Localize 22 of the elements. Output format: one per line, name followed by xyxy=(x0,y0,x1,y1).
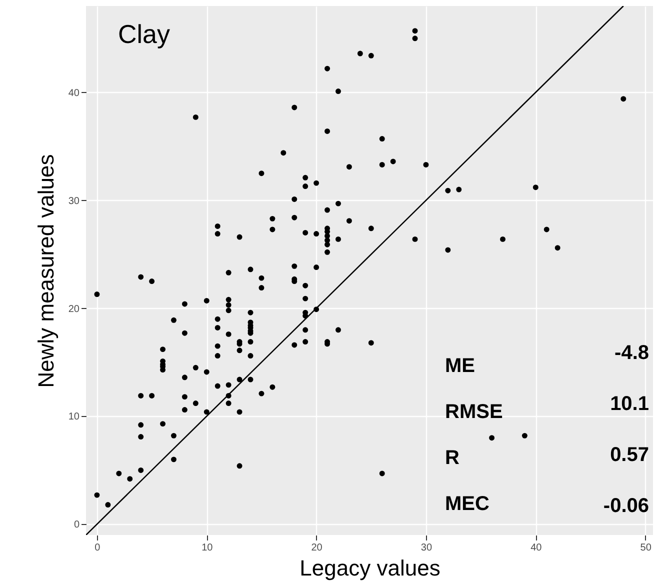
x-tick-label: 10 xyxy=(202,542,214,554)
y-tick-label: 20 xyxy=(68,304,80,315)
annotation: R xyxy=(445,447,460,469)
x-axis-title: Legacy values xyxy=(300,556,440,580)
x-tick-label: 40 xyxy=(530,542,542,554)
annotation: -4.8 xyxy=(614,342,649,364)
x-tick-label: 0 xyxy=(94,542,101,554)
annotation: MEC xyxy=(445,493,490,515)
x-tick-label: 20 xyxy=(311,542,323,554)
x-tick-label: 50 xyxy=(640,542,652,554)
text: Clay xyxy=(118,19,170,49)
annotation: RMSE xyxy=(445,401,503,423)
y-tick-label: 10 xyxy=(68,412,80,423)
annotation: ME xyxy=(445,355,475,377)
annotation: 10.1 xyxy=(610,393,649,415)
y-tick-label: 30 xyxy=(68,196,80,207)
annotation: -0.06 xyxy=(603,495,649,517)
y-tick-label: 0 xyxy=(74,520,80,531)
y-tick-label: 40 xyxy=(68,88,80,99)
annotation: 0.57 xyxy=(610,444,649,466)
y-axis-title: Newly measured values xyxy=(33,154,58,388)
x-tick-label: 30 xyxy=(420,542,432,554)
